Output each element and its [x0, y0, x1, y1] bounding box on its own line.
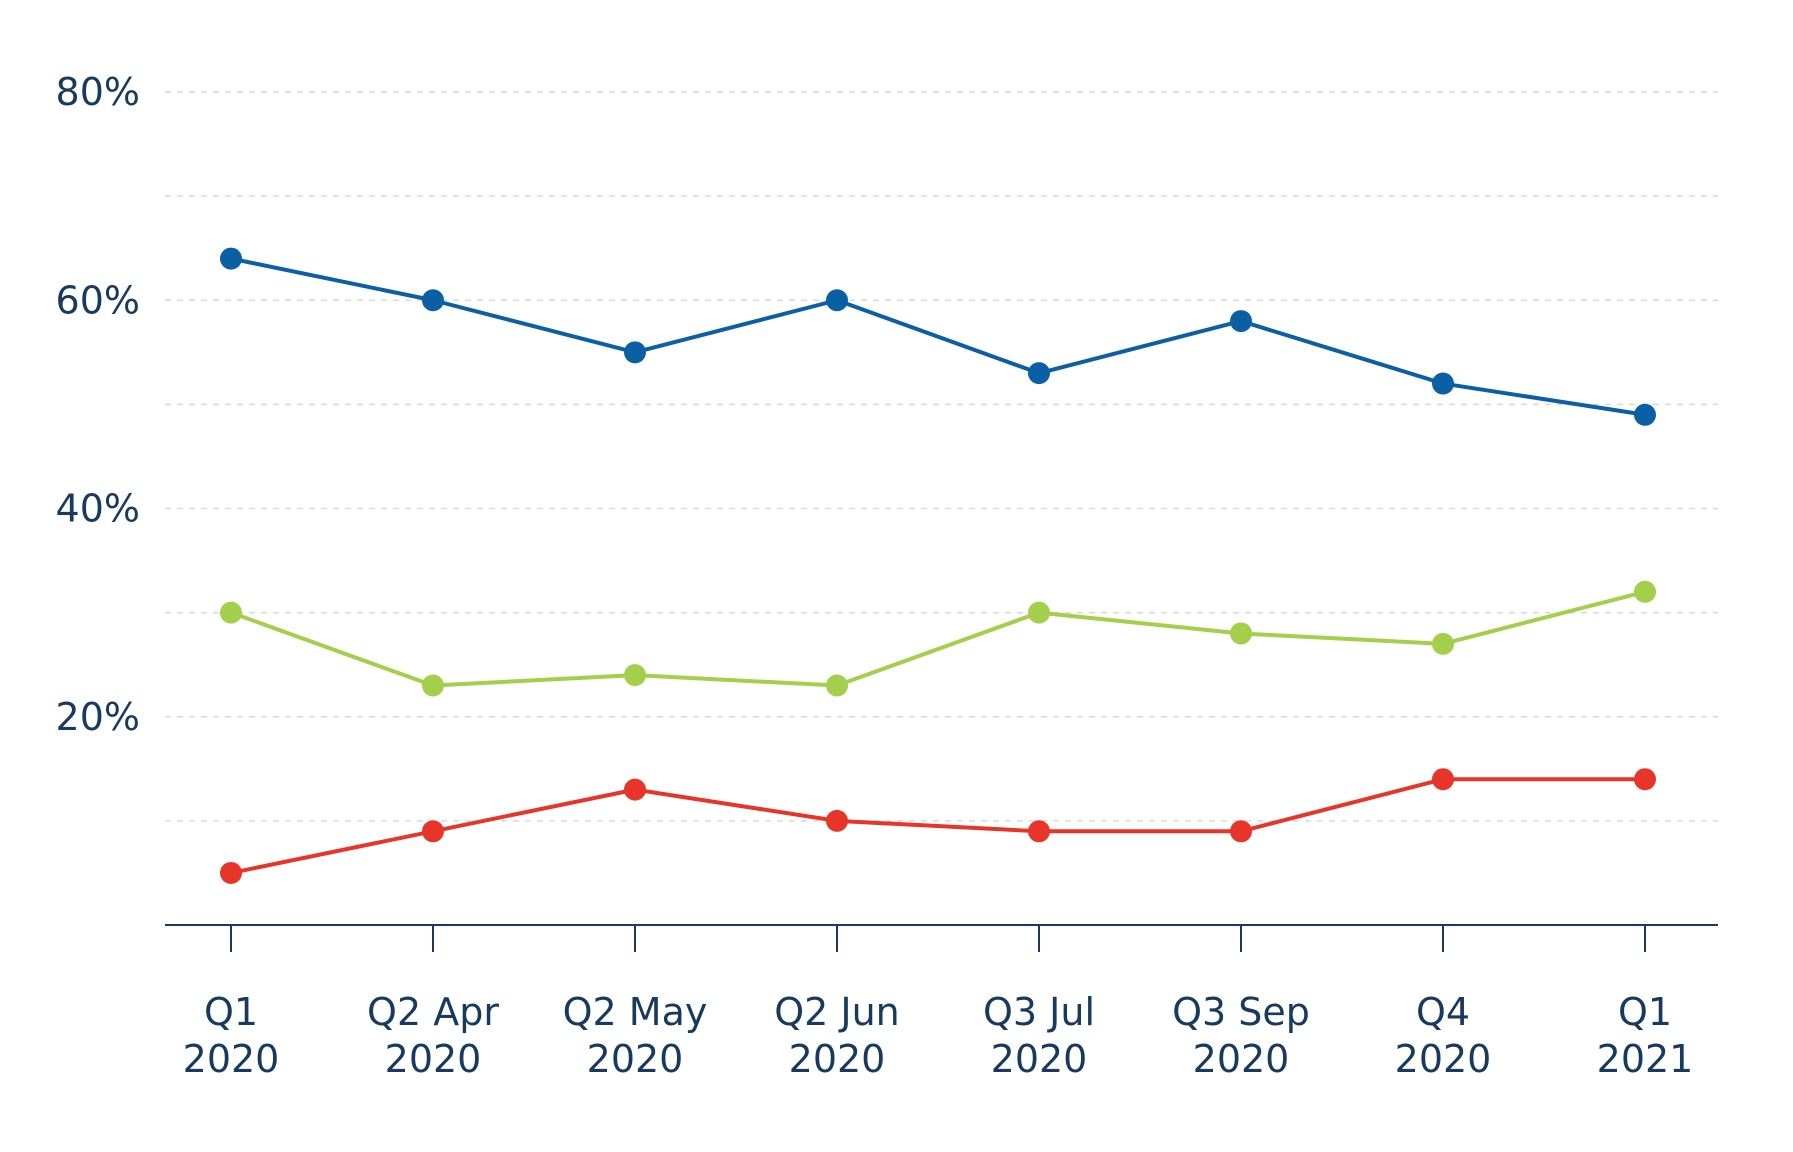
y-tick-label: 60%	[56, 278, 140, 322]
x-tick-label-line: Q1	[1618, 990, 1672, 1034]
x-tick-label-line: Q1	[204, 990, 258, 1034]
data-point	[1230, 310, 1252, 333]
x-tick-label: Q2 Jun 2020	[774, 990, 900, 1081]
x-tick-label-line: 2020	[789, 1037, 886, 1081]
data-point	[1028, 820, 1050, 843]
y-tick-label: 40%	[56, 487, 140, 531]
series-line	[229, 256, 1647, 417]
data-point	[624, 664, 646, 687]
x-tick-label: Q1 2020	[183, 990, 280, 1081]
x-tick-label: Q2 May 2020	[563, 990, 708, 1081]
x-tick-label-line: Q3 Jul	[983, 990, 1095, 1034]
data-point	[220, 601, 242, 624]
series-2	[220, 580, 1656, 697]
x-tick-label-line: Q3 Sep	[1172, 990, 1310, 1034]
series-line	[229, 777, 1647, 875]
x-tick-label-line: Q2 Apr	[367, 990, 499, 1034]
series-lines	[220, 247, 1656, 884]
x-tick-label-line: Q2 May	[563, 990, 708, 1034]
y-tick-label: 20%	[56, 695, 140, 739]
data-point	[826, 674, 848, 697]
data-point	[624, 778, 646, 801]
series-3	[220, 768, 1656, 884]
y-tick-label: 80%	[56, 70, 140, 114]
series-1	[220, 247, 1656, 426]
data-point	[1230, 622, 1252, 645]
gridlines	[165, 91, 1718, 822]
data-point	[422, 674, 444, 697]
data-point	[1634, 580, 1656, 603]
data-point	[1028, 362, 1050, 385]
x-tick-label: Q3 Jul 2020	[983, 990, 1095, 1081]
data-point	[1028, 601, 1050, 624]
x-tick-label-line: 2020	[587, 1037, 684, 1081]
data-point	[826, 289, 848, 312]
data-point	[1634, 403, 1656, 426]
series-line	[229, 589, 1647, 688]
data-point	[624, 341, 646, 364]
x-tick-label: Q2 Apr 2020	[367, 990, 499, 1081]
data-point	[1432, 768, 1454, 791]
data-point	[1432, 632, 1454, 655]
data-point	[220, 247, 242, 270]
data-point	[422, 820, 444, 843]
x-tick-label-line: 2020	[991, 1037, 1088, 1081]
data-point	[826, 809, 848, 832]
x-tick-label: Q3 Sep 2020	[1172, 990, 1310, 1081]
x-tick-label-line: 2020	[1193, 1037, 1290, 1081]
x-tick-label-line: 2020	[183, 1037, 280, 1081]
data-point	[220, 861, 242, 884]
x-tick-label-line: Q4	[1416, 990, 1470, 1034]
data-point	[1634, 768, 1656, 791]
x-tick-label: Q4 2020	[1395, 990, 1492, 1081]
x-tick-label-line: 2021	[1597, 1037, 1694, 1081]
x-tick-label-line: 2020	[1395, 1037, 1492, 1081]
data-point	[1432, 372, 1454, 395]
x-tick-label-line: 2020	[385, 1037, 482, 1081]
x-tick-label: Q1 2021	[1597, 990, 1694, 1081]
data-point	[422, 289, 444, 312]
data-point	[1230, 820, 1252, 843]
x-tick-label-line: Q2 Jun	[774, 990, 900, 1034]
